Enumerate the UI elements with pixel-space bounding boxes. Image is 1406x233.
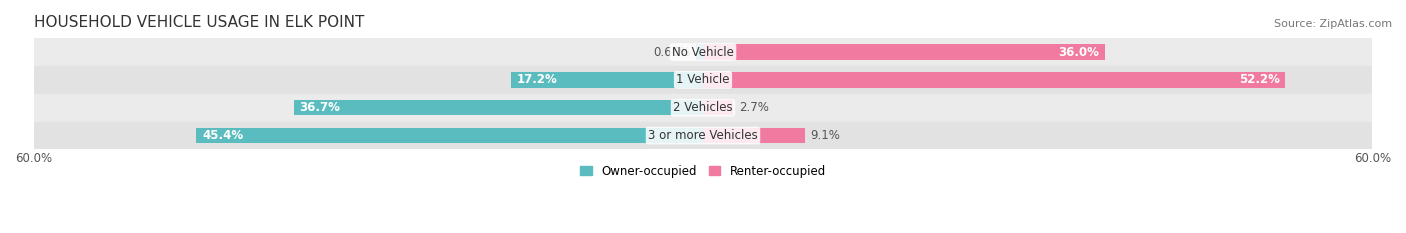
Bar [197, 128, 703, 143]
Bar [294, 100, 703, 115]
Bar [703, 44, 1105, 60]
Bar [703, 128, 804, 143]
Bar [34, 66, 1372, 94]
Bar [34, 94, 1372, 122]
Bar [703, 100, 733, 115]
Bar [703, 72, 1285, 88]
Text: 3 or more Vehicles: 3 or more Vehicles [648, 129, 758, 142]
Text: 45.4%: 45.4% [202, 129, 243, 142]
Text: 1 Vehicle: 1 Vehicle [676, 73, 730, 86]
Bar [34, 38, 1372, 66]
Text: 52.2%: 52.2% [1239, 73, 1279, 86]
Text: 2.7%: 2.7% [738, 101, 769, 114]
Text: 17.2%: 17.2% [516, 73, 557, 86]
Text: 2 Vehicles: 2 Vehicles [673, 101, 733, 114]
Bar [34, 122, 1372, 149]
Text: 36.0%: 36.0% [1059, 45, 1099, 58]
Text: No Vehicle: No Vehicle [672, 45, 734, 58]
Text: 36.7%: 36.7% [299, 101, 340, 114]
Text: 0.66%: 0.66% [652, 45, 690, 58]
Bar [512, 72, 703, 88]
Legend: Owner-occupied, Renter-occupied: Owner-occupied, Renter-occupied [575, 160, 831, 182]
Text: Source: ZipAtlas.com: Source: ZipAtlas.com [1274, 19, 1392, 29]
Text: 9.1%: 9.1% [810, 129, 839, 142]
Bar [696, 44, 703, 60]
Text: HOUSEHOLD VEHICLE USAGE IN ELK POINT: HOUSEHOLD VEHICLE USAGE IN ELK POINT [34, 15, 364, 30]
